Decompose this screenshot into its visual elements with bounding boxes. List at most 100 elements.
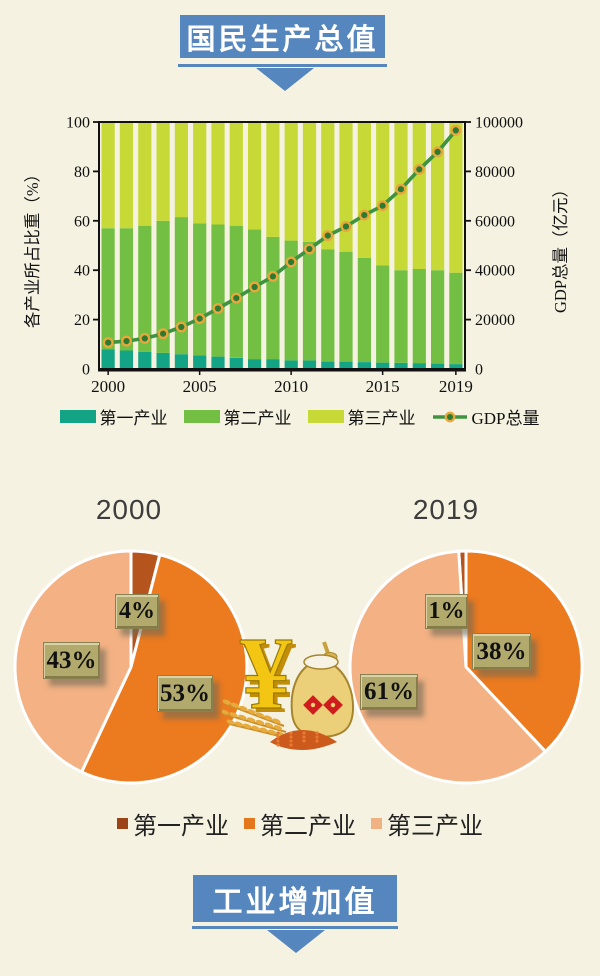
bar-segment [284,122,298,241]
gdp-marker [157,328,169,340]
gdp-marker [194,313,206,325]
legend-line-swatch [433,411,468,422]
right-axis-tick: 60000 [475,213,515,230]
bar-segment [248,122,262,230]
bar-segment [412,122,426,269]
bar-segment [412,363,426,369]
grain-pile-icon [270,730,337,750]
gdp-combo-chart: 0 20 40 60 80 100 0 20000 40000 60000 80000 100000 2… [23,115,570,397]
top-banner-underline [178,64,387,67]
pie-legend: 第一产业 第二产业 第三产业 [0,806,600,841]
bar-segment [376,122,390,266]
pie-label-2019-secondary: 38% [472,633,531,670]
legend-swatch [244,818,255,829]
bar-segment [119,350,133,369]
x-axis-tick: 2010 [274,377,308,396]
pie-label-2019-tertiary: 61% [360,674,418,710]
left-axis-tick: 60 [74,213,90,230]
gdp-marker [395,183,407,195]
bar-segment [284,240,298,361]
bar-segment [193,355,207,369]
right-axis-tick: 40000 [475,263,515,280]
legend-label: 第二产业 [260,814,356,840]
bar-segment [119,122,133,229]
top-banner-title: 国民生产总值 [180,15,385,58]
gdp-marker [267,270,279,282]
pie-title-2000: 2000 [95,494,163,525]
pie-title-2019: 2019 [412,494,480,525]
bar-segment [138,225,152,352]
x-axis-tick: 2015 [366,377,400,396]
gdp-marker [358,209,370,221]
right-axis-tick: 100000 [475,115,523,132]
legend-swatch [60,410,97,423]
bar-segment [339,361,353,369]
right-axis-tick: 80000 [475,164,515,181]
bar-segment [321,361,335,369]
bar-segment [339,122,353,252]
combo-legend-item: 第三产业 [308,404,415,429]
bar-segment [357,257,371,362]
bar-segment [211,224,225,357]
bar-segment [138,122,152,226]
gdp-marker [432,146,444,158]
bar-segment [156,352,170,369]
pie-legend-item: 第一产业 [117,806,229,841]
bar-segment [376,362,390,369]
bar-segment [302,360,317,369]
combo-legend-item: 第二产业 [184,404,291,429]
bar-segment [394,362,408,369]
left-axis-tick: 0 [82,362,90,379]
bar-segment [302,122,317,242]
bar-segment [211,356,225,369]
bar-segment [357,362,371,369]
bar-segment [266,122,280,237]
gdp-marker [303,243,315,255]
gdp-marker [377,200,389,212]
gdp-marker [230,292,242,304]
bar-segment [156,220,170,353]
money-bag-icon [290,641,355,739]
stacked-bars [101,122,463,369]
bar-segment [449,272,463,365]
x-axis-tick: 2000 [91,377,125,396]
gdp-marker [322,230,334,242]
bar-segment [138,351,152,369]
bar-segment [229,122,243,226]
left-axis-tick: 40 [74,263,90,280]
left-axis-tick: 80 [74,164,90,181]
gdp-marker [120,335,132,347]
gdp-marker [340,220,352,232]
pie-slice-第三产业 [348,549,547,785]
pie-legend-item: 第三产业 [371,806,483,841]
gdp-marker [249,281,261,293]
pie-legend-item: 第二产业 [244,806,356,841]
legend-label: 第一产业 [133,814,229,840]
bar-segment [248,359,262,369]
legend-label: 第三产业 [387,814,483,840]
bar-segment [394,270,408,363]
bar-segment [193,122,207,224]
pie-label-2000-secondary: 53% [157,675,213,712]
axes: 0 20 40 60 80 100 0 20000 40000 60000 80000 100000 2… [66,115,523,397]
bottom-banner-title: 工业增加值 [193,875,397,922]
legend-swatch [308,410,345,423]
bar-segment [174,122,188,218]
bar-segment [119,228,133,351]
gdp-marker [450,124,462,136]
bar-segment [321,122,335,250]
legend-swatch [117,818,128,829]
bar-segment [284,360,298,369]
gdp-marker [175,321,187,333]
legend-swatch [184,410,221,423]
svg-text:¥: ¥ [240,616,292,731]
pie-label-2000-primary: 4% [115,594,159,629]
legend-label: 第一产业 [99,409,168,428]
right-axis-tick: 0 [475,362,483,379]
gdp-marker [139,332,151,344]
left-axis-title: 各产业所占比重（%） [23,166,42,328]
x-axis-tick: 2019 [439,377,473,396]
pie-chart-2019 [348,549,584,785]
pie-label-2019-primary: 1% [425,594,468,629]
x-axis-tick: 2005 [183,377,217,396]
